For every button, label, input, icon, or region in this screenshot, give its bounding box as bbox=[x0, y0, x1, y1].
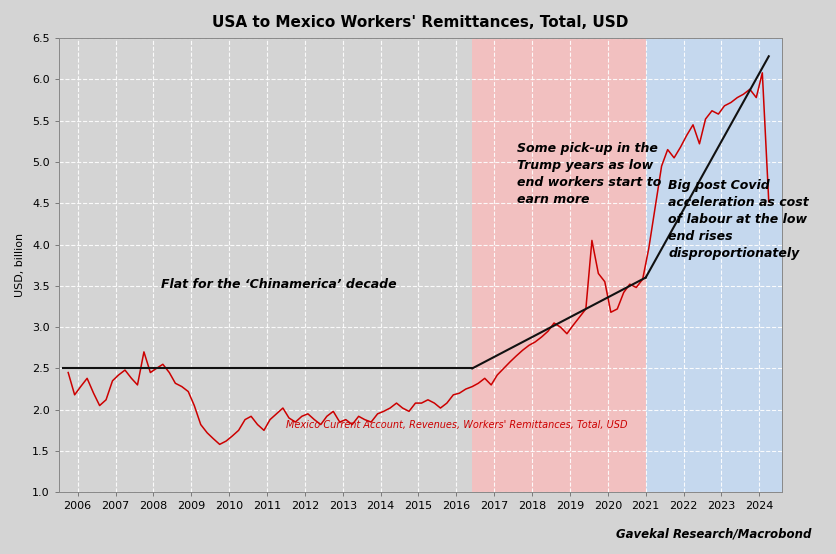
Bar bbox=[645, 38, 782, 493]
Text: Big post Covid
acceleration as cost
of labour at the low
end rises
disproportion: Big post Covid acceleration as cost of l… bbox=[669, 179, 809, 260]
Y-axis label: USD, billion: USD, billion bbox=[15, 233, 25, 297]
Text: Mexico Current Account, Revenues, Workers' Remittances, Total, USD: Mexico Current Account, Revenues, Worker… bbox=[286, 419, 628, 429]
Bar bbox=[472, 38, 645, 493]
Title: USA to Mexico Workers' Remittances, Total, USD: USA to Mexico Workers' Remittances, Tota… bbox=[212, 15, 629, 30]
Text: Flat for the ‘Chinamerica’ decade: Flat for the ‘Chinamerica’ decade bbox=[161, 278, 396, 291]
Text: Some pick-up in the
Trump years as low
end workers start to
earn more: Some pick-up in the Trump years as low e… bbox=[517, 142, 661, 206]
Text: Gavekal Research/Macrobond: Gavekal Research/Macrobond bbox=[615, 527, 811, 540]
